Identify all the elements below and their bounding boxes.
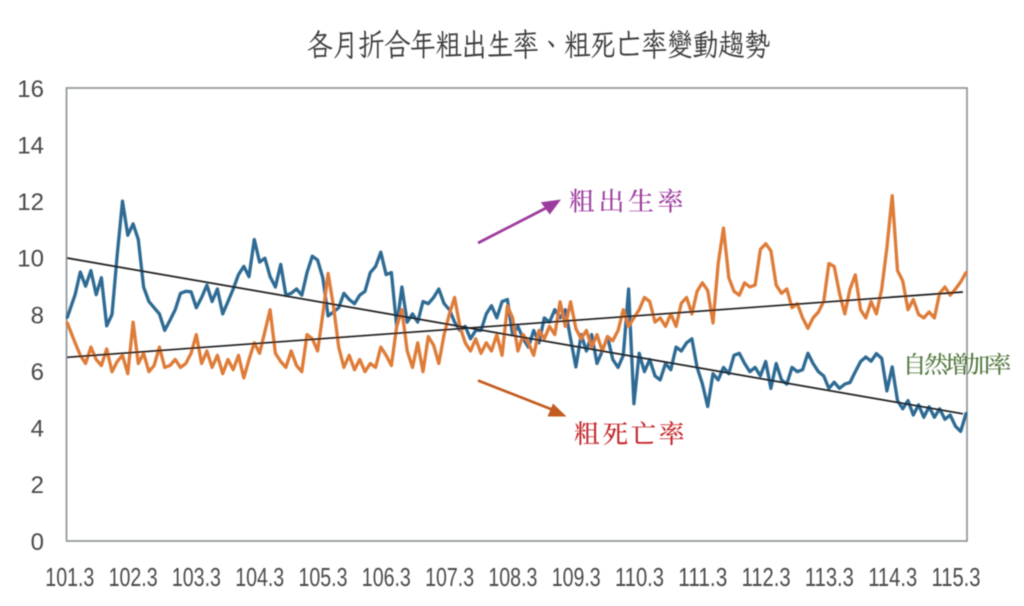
svg-text:12: 12 (17, 189, 44, 216)
svg-text:106.3: 106.3 (362, 564, 411, 592)
svg-text:0: 0 (31, 529, 44, 556)
svg-text:6: 6 (31, 359, 44, 386)
svg-text:110.3: 110.3 (615, 564, 664, 592)
svg-text:102.3: 102.3 (109, 564, 158, 592)
svg-text:112.3: 112.3 (742, 564, 791, 592)
svg-text:108.3: 108.3 (488, 564, 537, 592)
svg-text:113.3: 113.3 (805, 564, 854, 592)
svg-text:103.3: 103.3 (172, 564, 221, 592)
svg-text:4: 4 (31, 416, 44, 443)
svg-text:114.3: 114.3 (868, 564, 917, 592)
svg-text:115.3: 115.3 (932, 564, 981, 592)
svg-text:16: 16 (17, 76, 44, 103)
svg-text:111.3: 111.3 (678, 564, 727, 592)
svg-text:8: 8 (31, 302, 44, 329)
svg-text:14: 14 (17, 132, 44, 159)
svg-text:101.3: 101.3 (45, 564, 94, 592)
svg-text:10: 10 (17, 246, 44, 273)
svg-text:2: 2 (31, 472, 44, 499)
svg-text:109.3: 109.3 (552, 564, 601, 592)
svg-text:105.3: 105.3 (299, 564, 348, 592)
svg-text:107.3: 107.3 (425, 564, 474, 592)
svg-text:104.3: 104.3 (235, 564, 284, 592)
